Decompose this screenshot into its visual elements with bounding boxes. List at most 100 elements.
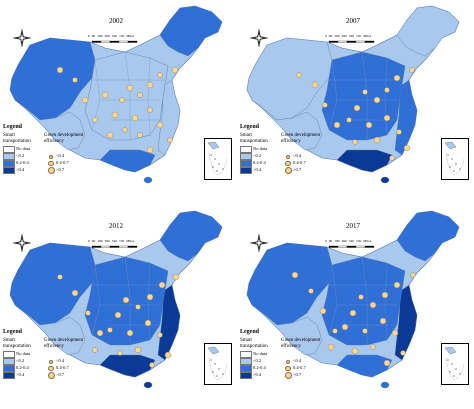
efficiency-dot [311,81,319,89]
scale-tick-label: 180 [334,34,340,38]
scale-bar [91,40,138,43]
legend-swatch [240,372,252,379]
scale-bar [328,245,375,248]
efficiency-dot [72,77,78,83]
scale-tick-label: 90 [328,239,333,243]
legend-swatch [3,167,15,174]
efficiency-dot [370,344,376,350]
south-china-sea-inset-icon [441,343,469,385]
scale-tick-label: 360 [104,239,110,243]
efficiency-dot [379,317,387,325]
efficiency-dot [365,121,373,129]
legend-smart-item: >0.4 [16,371,25,377]
region-northeast [396,5,460,57]
scale-tick-label: 720 [119,34,125,38]
scale-unit: Miles [126,239,135,243]
legend-swatch [240,146,252,153]
efficiency-dot [117,350,123,356]
efficiency-dot [381,291,389,299]
efficiency-dot [137,132,143,138]
efficiency-dot [171,66,179,74]
legend-title: Legend [240,124,260,130]
efficiency-dot [352,139,358,145]
legend-swatch [3,351,15,358]
legend-green-item: 0.4-0.7 [293,159,306,165]
scale-tick-label: 540 [348,239,354,243]
china-map [9,210,223,389]
region-west [9,242,96,326]
efficiency-dot [122,296,130,304]
legend-swatch [240,160,252,167]
legend-swatch [3,365,15,372]
efficiency-dot [146,146,154,154]
efficiency-dot [373,136,381,144]
map-panel-2002: 2002 0 90 180 360 540 720 Miles Legend Smart tran… [0,0,237,204]
region-west [246,37,333,121]
scale-unit: Miles [126,34,135,38]
efficiency-dot [96,329,104,337]
legend-dot [48,365,54,372]
legend-dot [284,167,292,174]
efficiency-dot [144,319,152,327]
efficiency-dot [391,329,399,337]
legend-smart-heading: Smart transportation [3,133,31,144]
efficiency-dot [111,111,119,119]
region-tibet [14,99,86,151]
legend-smart-heading: Smart transportation [240,133,268,144]
legend-smart-item: No data [253,350,268,356]
china-map [246,210,460,389]
legend-dot [47,167,55,174]
legend-swatch [3,153,15,160]
legend-dot [286,154,290,159]
scale-tick-label: 0 [325,239,327,243]
efficiency-dot [126,84,134,92]
south-china-sea-inset-icon [204,138,232,180]
legend-title: Legend [240,329,260,335]
efficiency-dot [134,346,142,354]
efficiency-dot [122,127,128,133]
legend-smart-item: No data [16,145,31,151]
efficiency-dot [322,102,328,108]
scale-labels: 0 90 180 360 540 720 Miles [88,34,134,38]
efficiency-dot [146,293,154,301]
legend-swatch [3,160,15,167]
legend-smart-heading: Smart transportation [3,338,31,349]
legend-swatch [240,365,252,372]
scale-tick-label: 180 [97,34,103,38]
region-south [336,354,393,378]
efficiency-dot [296,72,302,78]
efficiency-dot [167,137,173,143]
legend-green-heading: Green development efficiency [44,338,84,349]
efficiency-dot [56,66,64,74]
scale-unit: Miles [363,239,372,243]
scale-labels: 0 90 180 360 540 720 Miles [325,239,371,243]
region-tibet [251,304,323,356]
legend-green-item: <0.4 [293,357,302,363]
efficiency-dot [92,117,98,123]
efficiency-dot [362,328,368,334]
legend-green-item: 0.4-0.7 [56,159,69,165]
efficiency-dot [389,155,395,161]
compass-rose-icon [12,28,32,48]
efficiency-dot [327,343,335,351]
legend-swatch [240,167,252,174]
legend-green-item: >0.7 [56,371,65,377]
efficiency-dot [131,114,139,122]
legend-swatch [3,146,15,153]
region-east-coast [394,284,418,361]
efficiency-dot [349,309,357,317]
efficiency-dot [393,74,401,82]
efficiency-dot [353,104,361,112]
compass-rose-icon [249,233,269,253]
efficiency-dot [346,117,352,123]
legend-swatch [3,358,15,365]
efficiency-dot [114,311,122,319]
efficiency-dot [172,273,180,281]
legend-swatch [240,351,252,358]
scale-tick-label: 540 [111,34,117,38]
hainan-island [143,381,153,389]
china-map [9,5,223,184]
efficiency-dot [332,328,338,334]
legend-smart-item: >0.4 [253,371,262,377]
legend-dot [284,372,292,379]
